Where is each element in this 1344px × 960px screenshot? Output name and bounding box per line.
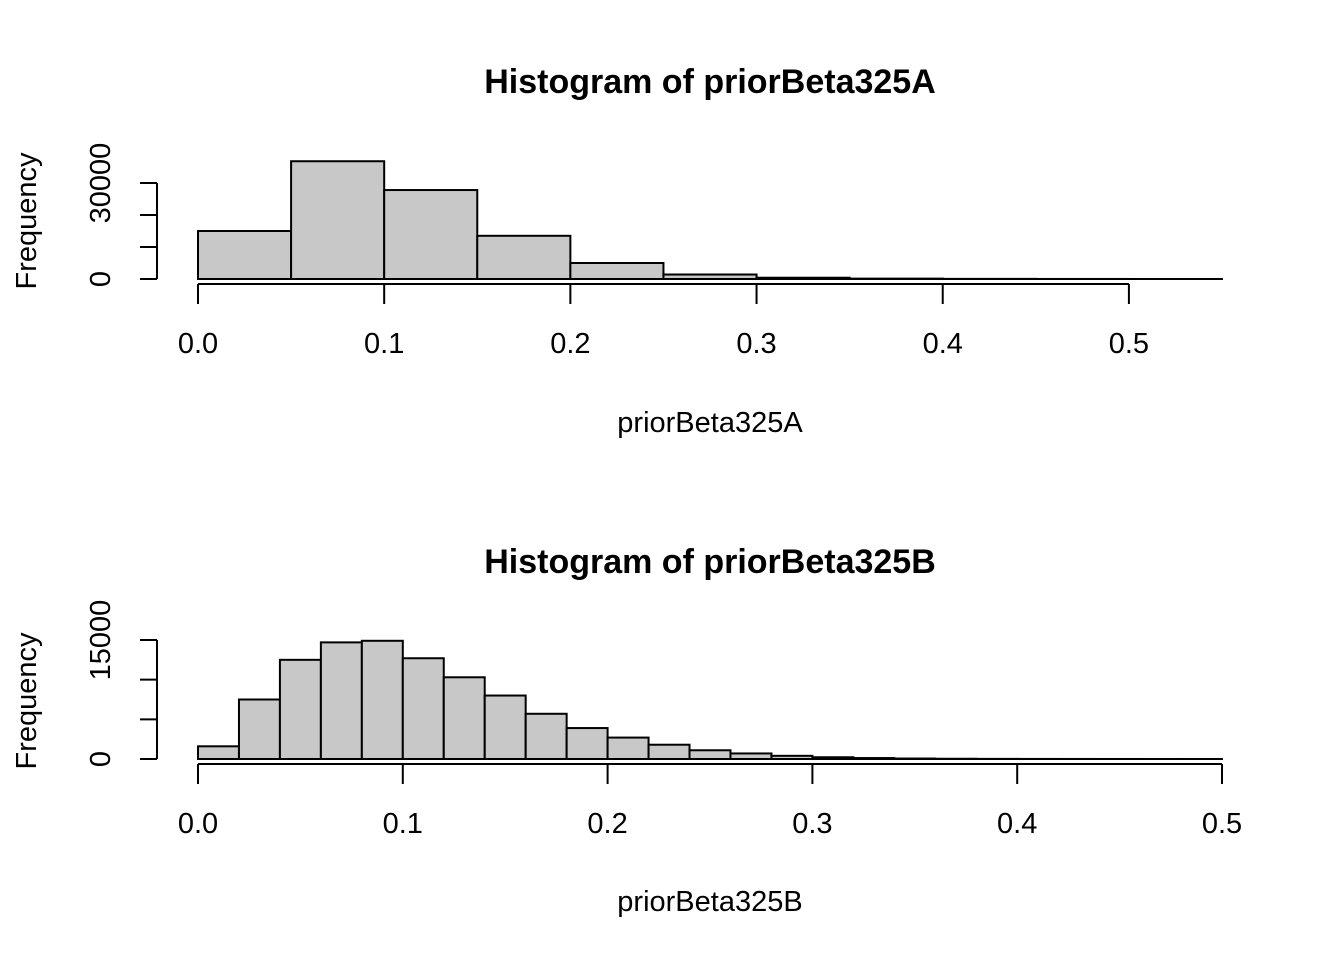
histogram-bar (770, 754, 814, 760)
y-tick-label: 15000 (85, 600, 117, 681)
bars (197, 160, 1223, 281)
y-tick-label: 0 (85, 751, 117, 767)
x-tick-label: 0.2 (550, 328, 590, 360)
x-axis-label: priorBeta325B (617, 886, 802, 918)
y-axis: 0 15000 (85, 600, 158, 767)
y-axis-label: Frequency (11, 632, 43, 770)
histogram-bar (442, 676, 486, 761)
histogram-bar (278, 658, 322, 760)
chart-title: Histogram of priorBeta325B (484, 543, 936, 581)
histogram-bar (319, 641, 363, 761)
x-tick-label: 0.5 (1202, 808, 1242, 840)
histogram-bar (811, 756, 855, 760)
x-axis: 0.0 0.1 0.2 0.3 0.4 0.5 (178, 283, 1149, 360)
histogram-bar (524, 712, 568, 761)
x-tick-label: 0.1 (364, 328, 404, 360)
histogram-bar (383, 189, 479, 280)
x-tick-label: 0.1 (383, 808, 423, 840)
y-axis: 0 30000 (85, 143, 158, 287)
y-tick-label: 30000 (85, 143, 117, 224)
x-tick-label: 0.4 (923, 328, 963, 360)
histogram-bar (729, 752, 773, 760)
histogram-panel-b: Histogram of priorBeta325B Frequency pri… (11, 543, 1242, 918)
histogram-bar (852, 757, 896, 760)
y-axis-label: Frequency (11, 152, 43, 290)
histogram-bar (483, 694, 527, 760)
histogram-bar (565, 727, 609, 760)
histogram-bar (606, 736, 650, 761)
x-tick-label: 0.5 (1109, 328, 1149, 360)
histogram-bar (197, 745, 240, 760)
x-tick-label: 0.3 (736, 328, 776, 360)
histogram-bar (197, 230, 293, 280)
x-tick-label: 0.0 (178, 808, 218, 840)
histogram-bar (360, 639, 404, 760)
x-axis: 0.0 0.1 0.2 0.3 0.4 0.5 (178, 763, 1242, 840)
histogram-bar (401, 657, 445, 760)
bars (197, 639, 1224, 761)
y-tick-label: 0 (85, 271, 117, 287)
histogram-bar (662, 273, 758, 280)
histogram-bar (647, 743, 691, 760)
x-tick-label: 0.3 (792, 808, 832, 840)
histogram-bar (290, 160, 386, 281)
x-tick-label: 0.2 (587, 808, 627, 840)
histogram-bar (569, 262, 665, 280)
histogram-bar (237, 698, 281, 760)
histogram-bar (755, 276, 851, 281)
x-tick-label: 0.4 (997, 808, 1037, 840)
histogram-panel-a: Histogram of priorBeta325A Frequency pri… (11, 63, 1223, 439)
x-tick-label: 0.0 (178, 328, 218, 360)
histogram-bar (476, 234, 572, 281)
x-axis-label: priorBeta325A (617, 407, 803, 439)
chart-title: Histogram of priorBeta325A (484, 63, 936, 101)
histogram-bar (688, 749, 732, 760)
